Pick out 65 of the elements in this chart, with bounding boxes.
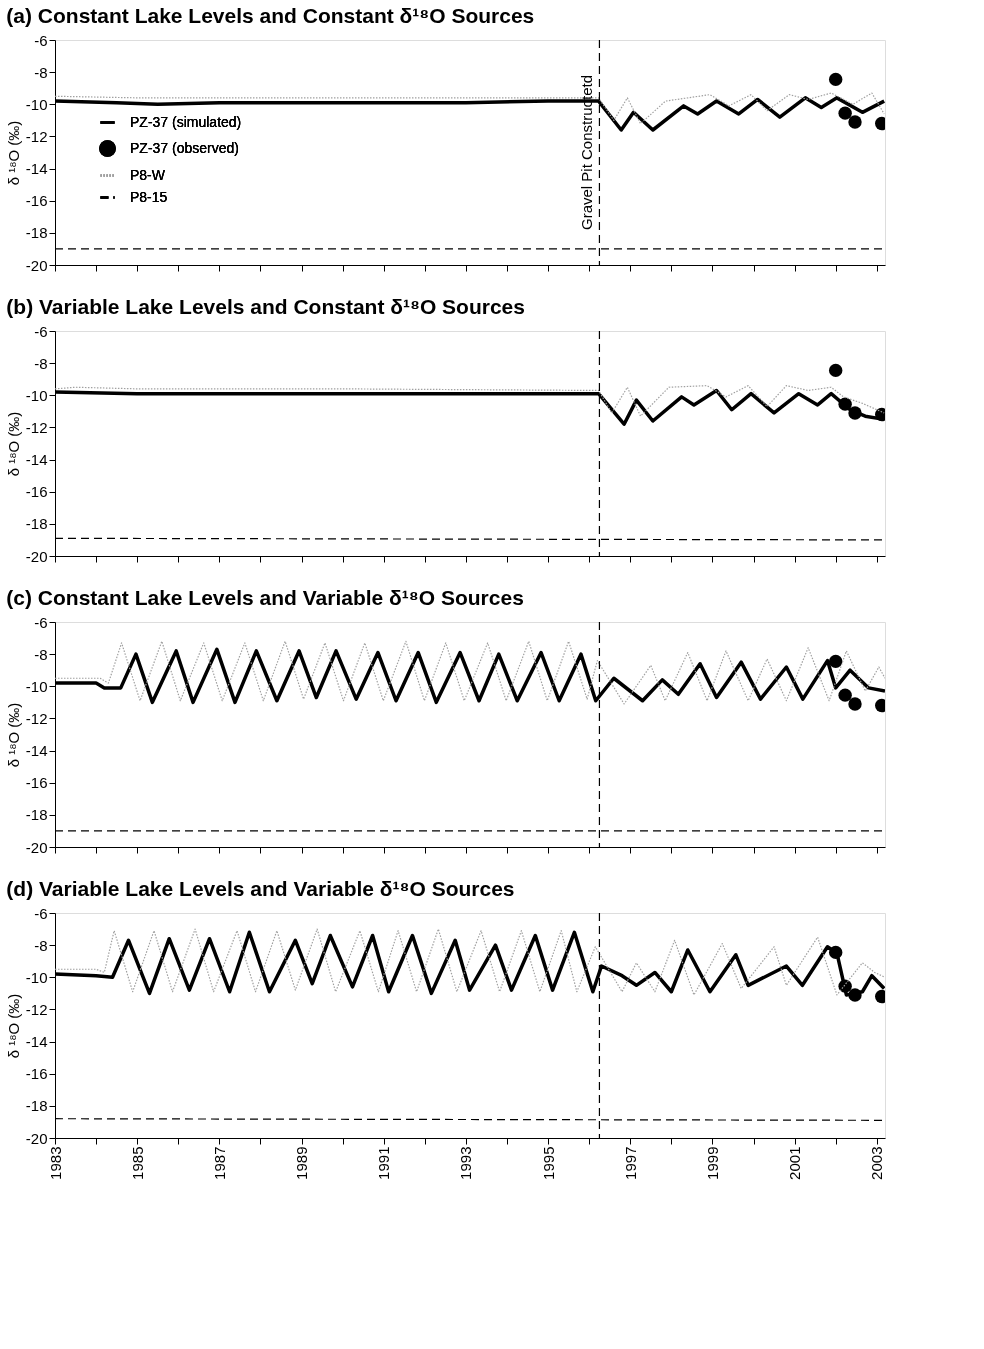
y-tick-label: -16 [25,774,48,792]
ref-line-label: Gravel Pit Constructetd [578,74,596,231]
y-tick-label: -8 [34,63,48,81]
y-tick-label: -10 [25,386,48,404]
y-tick-label: -18 [25,1097,48,1115]
y-tick-label: -18 [25,224,48,242]
point [828,72,843,87]
x-tick-label: 2001 [786,1146,804,1180]
y-tick-label: -12 [25,127,48,145]
legend-label: P8-15 [130,188,168,205]
y-tick-label: -18 [25,806,48,824]
point [838,397,852,411]
legend-label: PZ-37 (simulated) [130,113,242,130]
y-tick-label: -16 [25,1065,48,1083]
y-tick-label: -20 [25,838,48,856]
y-axis-title: δ ¹⁸O (‰) [4,120,22,186]
y-tick-label: -12 [25,709,48,727]
chart-title: (d) Variable Lake Levels and Variable δ¹⁸O Sources [6,877,515,900]
y-tick-label: -14 [25,1033,48,1051]
y-tick-label: -18 [25,515,48,533]
y-axis-title: δ ¹⁸O (‰) [4,702,22,768]
y-tick-label: -8 [34,645,48,663]
point [848,697,862,711]
y-tick-label: -8 [34,354,48,372]
point [828,363,843,378]
y-tick-label: -6 [34,31,48,49]
x-tick-label: 1983 [46,1146,64,1180]
y-tick-label: -14 [25,451,48,469]
y-axis-title: δ ¹⁸O (‰) [4,411,22,477]
x-tick-label: 1999 [703,1146,721,1180]
y-tick-label: -16 [25,192,48,210]
legend-label: PZ-37 (observed) [130,139,239,156]
y-tick-label: -12 [25,1000,48,1018]
x-tick-label: 1985 [128,1146,146,1180]
y-tick-label: -12 [25,418,48,436]
y-tick-label: -20 [25,547,48,565]
x-tick-label: 1989 [293,1146,311,1180]
y-tick-label: -6 [34,322,48,340]
x-tick-label: 1995 [539,1146,557,1180]
y-tick-label: -10 [25,968,48,986]
chart-title: (b) Variable Lake Levels and Constant δ¹⁸O Sources [6,295,525,318]
x-tick-label: 2003 [868,1146,886,1180]
y-tick-label: -20 [25,1129,48,1147]
y-tick-label: -20 [25,256,48,274]
point [848,115,862,129]
y-tick-label: -6 [34,613,48,631]
y-tick-label: -10 [25,677,48,695]
chart-title: (a) Constant Lake Levels and Constant δ¹⁸O Sources [6,4,535,27]
y-tick-label: -14 [25,160,48,178]
y-axis-title: δ ¹⁸O (‰) [4,993,22,1059]
y-tick-label: -10 [25,95,48,113]
x-tick-label: 1997 [621,1146,639,1180]
point [838,688,852,702]
chart-title: (c) Constant Lake Levels and Variable δ¹⁸O Sources [6,586,524,609]
point [828,654,843,669]
y-tick-label: -8 [34,936,48,954]
point [838,106,852,120]
x-tick-label: 1993 [457,1146,475,1180]
y-tick-label: -14 [25,742,48,760]
y-tick-label: -16 [25,483,48,501]
point [848,406,862,420]
x-tick-label: 1991 [375,1146,393,1180]
y-tick-label: -6 [34,904,48,922]
x-tick-label: 1987 [210,1146,228,1180]
legend-label: P8-W [130,166,166,183]
